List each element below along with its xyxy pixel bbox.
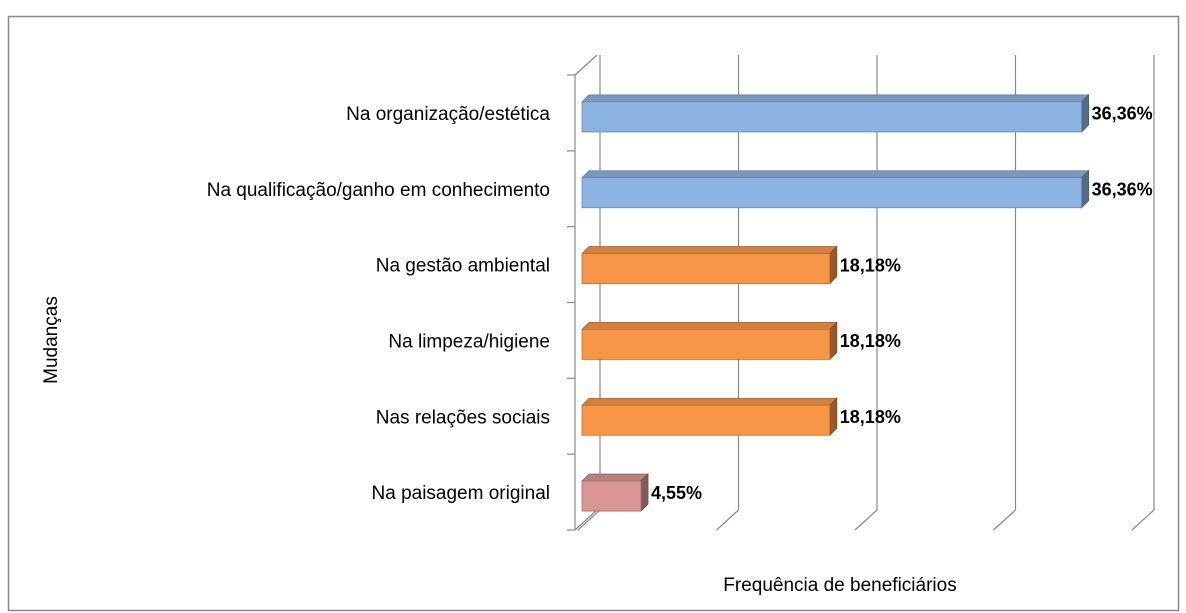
bar-top <box>581 246 838 254</box>
axis-line <box>574 509 598 531</box>
y-tick-label: Na organização/estética <box>346 104 550 125</box>
bar-side <box>640 473 649 513</box>
y-tick-label: Na paisagem original <box>372 483 551 504</box>
data-label: 18,18% <box>840 407 901 427</box>
y-tick-label: Na gestão ambiental <box>376 256 550 277</box>
bar <box>581 245 838 285</box>
bar-side <box>1081 93 1089 133</box>
bar-top <box>581 397 838 406</box>
bar <box>581 321 838 361</box>
axis-line <box>574 54 598 76</box>
data-label: 18,18% <box>840 331 901 351</box>
data-label: 36,36% <box>1092 180 1153 200</box>
bar-front <box>581 177 1082 209</box>
bar-front <box>581 101 1082 133</box>
bar-front <box>581 253 831 284</box>
bar-side <box>829 397 838 437</box>
bar-top <box>581 322 838 330</box>
x-axis-label: Frequência de beneficiários <box>723 575 956 596</box>
y-tick-label: Na limpeza/higiene <box>388 331 550 352</box>
bar-top <box>581 170 1090 179</box>
bar-side <box>829 321 838 361</box>
bar <box>581 397 838 437</box>
bar-front <box>581 480 642 512</box>
bar-top <box>581 473 649 482</box>
y-axis-label: Mudanças <box>41 296 62 384</box>
bar-side <box>1081 169 1089 209</box>
bar <box>581 93 1090 133</box>
data-label: 18,18% <box>840 255 901 275</box>
bar-front <box>581 329 831 360</box>
bar <box>581 473 649 513</box>
y-tick-label: Na qualificação/ganho em conhecimento <box>207 180 550 201</box>
grid-line <box>1131 55 1155 531</box>
bar <box>581 169 1090 209</box>
bar-top <box>581 94 1090 103</box>
bar-side <box>829 245 838 285</box>
data-label: 4,55% <box>651 483 702 503</box>
bar-front <box>581 404 831 436</box>
data-label: 36,36% <box>1092 104 1153 124</box>
y-tick-label: Nas relações sociais <box>376 407 550 428</box>
